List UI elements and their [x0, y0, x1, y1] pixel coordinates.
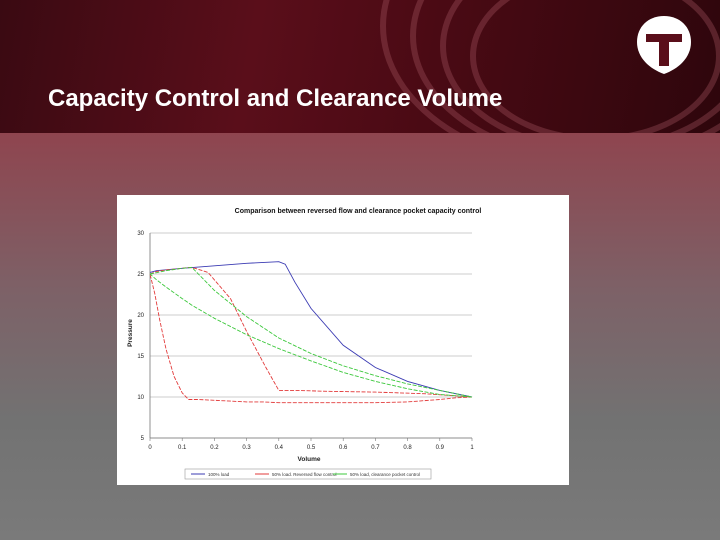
chart-title: Comparison between reversed flow and cle… [235, 208, 482, 215]
decor-ring [470, 0, 720, 133]
x-tick-label: 0.8 [403, 445, 412, 451]
x-tick-label: 0 [148, 445, 152, 451]
chart-grid [149, 232, 472, 439]
series-line-2 [149, 266, 473, 404]
pressure-volume-chart: Comparison between reversed flow and cle… [117, 195, 569, 485]
x-tick-label: 1 [470, 445, 474, 451]
series-line-3 [149, 266, 473, 398]
series-line-1 [149, 261, 473, 398]
slide-header: Capacity Control and Clearance Volume [0, 0, 720, 133]
x-tick-label: 0.6 [339, 445, 348, 451]
y-tick-label: 10 [137, 395, 144, 401]
y-tick-label: 20 [137, 313, 144, 319]
y-axis-ticks: 5 10 15 20 25 30 [137, 231, 144, 442]
y-tick-label: 25 [137, 272, 144, 278]
legend-entry: 50% load, clearance pocket control [350, 472, 420, 477]
y-tick-label: 30 [137, 231, 144, 237]
x-tick-label: 0.2 [210, 445, 219, 451]
x-tick-label: 0.7 [371, 445, 380, 451]
legend-box [184, 468, 432, 480]
decor-ring [440, 0, 720, 133]
x-tick-label: 0.4 [275, 445, 284, 451]
x-tick-label: 0.1 [178, 445, 187, 451]
legend-entry: 50% load. Reversed flow control [272, 472, 337, 477]
y-axis-label: Pressure [127, 319, 134, 347]
x-axis-ticks: 0 0.1 0.2 0.3 0.4 0.5 0.6 0.7 0.8 0.9 1 [148, 438, 474, 451]
y-tick-label: 5 [141, 436, 145, 442]
y-tick-label: 15 [137, 354, 144, 360]
x-axis-label: Volume [298, 456, 321, 463]
x-tick-label: 0.9 [436, 445, 445, 451]
x-tick-label: 0.3 [242, 445, 251, 451]
chart-series [149, 261, 473, 404]
chart-canvas: Comparison between reversed flow and cle… [127, 208, 482, 480]
x-tick-label: 0.5 [307, 445, 316, 451]
t-shield-logo-icon [637, 16, 691, 74]
legend-entry: 100% load [208, 472, 230, 477]
chart-legend: 100% load 50% load. Reversed flow control… [184, 468, 432, 480]
slide-title: Capacity Control and Clearance Volume [48, 85, 503, 112]
